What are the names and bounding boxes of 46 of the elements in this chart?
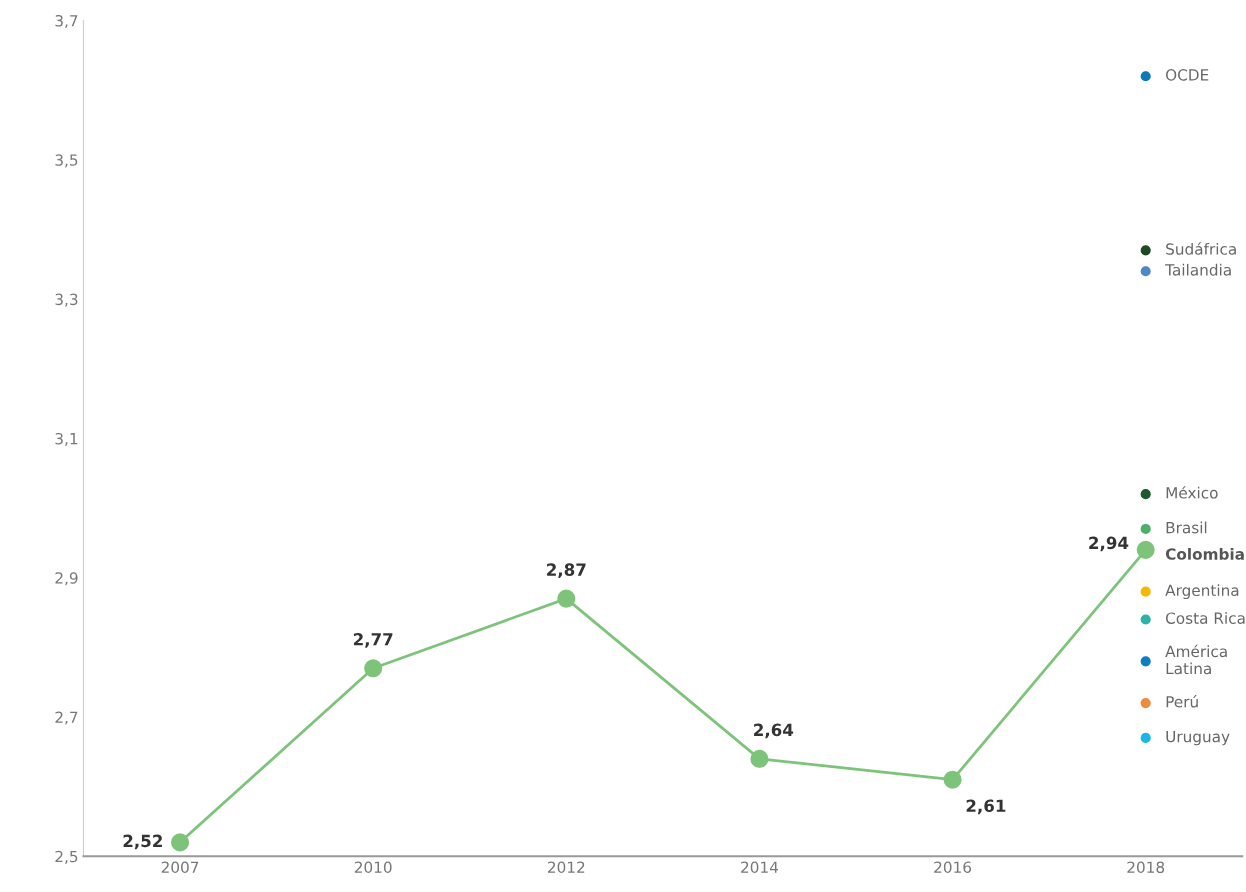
y-tick-label: 3,5: [55, 154, 78, 168]
data-label: 2,87: [547, 563, 586, 579]
point: [750, 749, 769, 768]
x-tick-label: 2014: [741, 861, 779, 874]
series-label: Uruguay: [1166, 730, 1230, 746]
point: [1140, 614, 1151, 625]
point: [1140, 523, 1151, 535]
x-tick-label: 2007: [161, 861, 199, 874]
point: [1140, 489, 1151, 500]
x-tick-label: 2010: [354, 861, 392, 874]
data-label: 2,64: [754, 723, 794, 739]
point: [1136, 540, 1155, 559]
data-label: 2,94: [1089, 536, 1129, 552]
data-label: 2,61: [966, 799, 1006, 815]
x-tick-label: 2012: [547, 861, 585, 874]
series-label: Argentina: [1165, 584, 1239, 600]
y-tick-label: 3,1: [55, 432, 78, 446]
point: [171, 833, 190, 852]
point: [943, 770, 962, 789]
data-label: 2,52: [123, 834, 162, 850]
data-label: 2,77: [353, 632, 393, 648]
y-tick-label: 2,7: [55, 711, 78, 725]
x-tick-label: 2016: [934, 861, 972, 874]
point: [1140, 266, 1151, 277]
series-label: Brasil: [1166, 521, 1207, 534]
y-tick-label: 2,9: [55, 572, 78, 586]
point: [1140, 71, 1151, 82]
series-label: Colombia: [1165, 548, 1244, 560]
point: [1140, 698, 1151, 709]
series-label: Sudáfrica: [1166, 242, 1236, 255]
y-tick-label: 2,5: [55, 850, 78, 864]
y-tick-label: 3,3: [55, 293, 78, 307]
point: [1140, 656, 1151, 667]
point: [1140, 586, 1151, 597]
point: [1140, 245, 1151, 256]
point: [557, 589, 576, 608]
series-label: Perú: [1166, 695, 1198, 708]
x-tick-label: 2018: [1127, 861, 1165, 874]
series-label: OCDE: [1166, 69, 1209, 81]
series-label: Costa Rica: [1166, 612, 1245, 624]
point: [1140, 732, 1151, 744]
series-label: México: [1166, 486, 1218, 499]
series-label: Tailandia: [1165, 263, 1231, 276]
series-label: América Latina: [1165, 644, 1227, 675]
point: [364, 659, 383, 678]
y-tick-label: 3,7: [55, 14, 78, 29]
